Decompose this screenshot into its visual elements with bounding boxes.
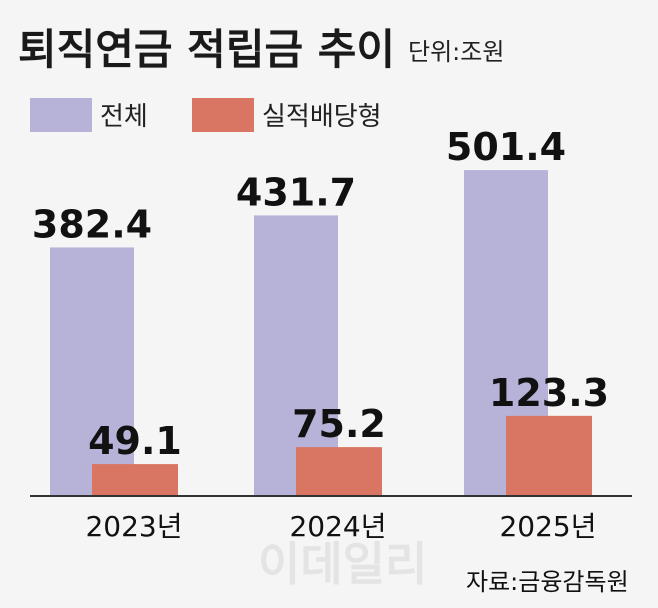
category-label-2: 2024년	[289, 510, 386, 543]
legend: 전체 실적배당형	[30, 98, 382, 132]
value-label-total-2: 431.7	[236, 170, 356, 214]
legend-swatch-dividend	[192, 98, 254, 132]
legend-label-dividend: 실적배당형	[262, 102, 382, 132]
watermark: 이데일리	[258, 537, 427, 591]
category-label-1: 2023년	[85, 510, 182, 543]
unit-label: 단위:조원	[408, 38, 504, 66]
chart-title: 퇴직연금 적립금 추이	[18, 25, 395, 74]
legend-label-total: 전체	[100, 102, 148, 132]
bar-dividend-2	[296, 447, 382, 496]
value-label-dividend-3: 123.3	[489, 371, 609, 415]
source-label: 자료:금융감독원	[466, 568, 629, 596]
bar-marks: 382.4 49.1 2023년 431.7 75.2 2024년 501.4 123.3 20…	[32, 125, 609, 543]
value-label-total-1: 382.4	[32, 202, 152, 246]
bar-total-1	[50, 247, 134, 496]
bar-dividend-1	[92, 464, 178, 496]
category-label-3: 2025년	[499, 510, 596, 543]
value-label-dividend-2: 75.2	[292, 402, 386, 446]
bar-dividend-3	[506, 415, 592, 496]
value-label-dividend-1: 49.1	[88, 419, 182, 463]
value-label-total-3: 501.4	[446, 125, 566, 169]
legend-swatch-total	[30, 98, 92, 132]
